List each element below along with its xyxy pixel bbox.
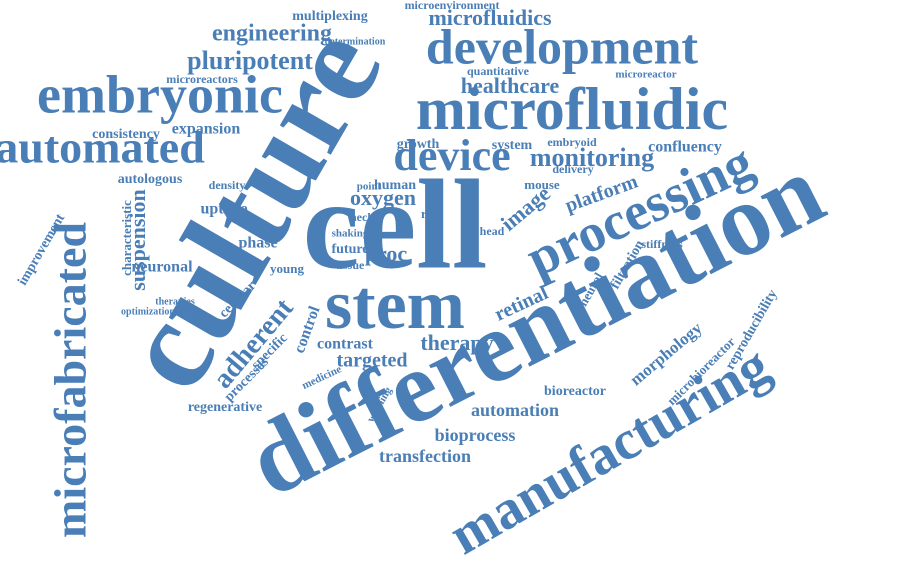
word: head xyxy=(480,224,505,238)
word: neuronal xyxy=(131,259,193,276)
word: density xyxy=(209,178,246,192)
word: autologous xyxy=(118,172,183,187)
word: consistency xyxy=(92,127,160,142)
word: characteristic xyxy=(119,200,134,276)
word: targeted xyxy=(336,350,407,372)
word: embryoid xyxy=(547,135,597,149)
word: microfabricated xyxy=(45,222,96,538)
word: stem xyxy=(325,267,465,344)
word: uptake xyxy=(200,201,247,218)
word: regenerative xyxy=(188,400,262,415)
word: monitoring xyxy=(530,143,654,172)
word: therapies xyxy=(155,296,195,307)
word: determination xyxy=(325,36,386,47)
word: transfection xyxy=(379,446,471,466)
word: growth xyxy=(397,137,440,152)
word: engineering xyxy=(212,21,332,47)
word: bioreactor xyxy=(544,384,606,399)
word: embryonic xyxy=(37,64,283,124)
word: point xyxy=(357,181,382,193)
word: young xyxy=(270,261,304,276)
word: proc xyxy=(365,241,408,266)
word: expansion xyxy=(172,121,241,138)
word: microfluidic xyxy=(416,76,728,142)
word: contrast xyxy=(317,336,374,353)
word: automated xyxy=(0,122,205,173)
word: rate xyxy=(421,206,444,221)
word: cell xyxy=(303,153,488,295)
word: system xyxy=(492,138,533,153)
word: delivery xyxy=(552,162,593,176)
word: microfluidics xyxy=(428,5,551,30)
word: microreactors xyxy=(166,72,238,86)
word: human xyxy=(374,178,416,193)
word: multiplexing xyxy=(292,9,367,24)
word: development xyxy=(426,18,699,74)
word: oxygen xyxy=(350,185,416,210)
word: suspension xyxy=(125,189,150,291)
word: quantitative xyxy=(467,64,530,78)
word: future xyxy=(331,242,368,257)
word: mouse xyxy=(524,177,560,192)
word: automation xyxy=(471,400,559,420)
word: therapy xyxy=(420,330,493,355)
word: stiffness xyxy=(641,237,683,251)
word: confluency xyxy=(648,139,722,156)
word: microenvironment xyxy=(405,0,500,12)
word: device xyxy=(393,131,510,180)
word: microreactor xyxy=(615,69,676,81)
word: pluripotent xyxy=(187,46,313,75)
word: optimization xyxy=(121,306,175,317)
word: tissue xyxy=(336,258,365,272)
word: healthcare xyxy=(461,73,560,98)
word: phase xyxy=(238,235,277,252)
word: neck xyxy=(350,210,374,224)
word: shaking xyxy=(332,228,369,240)
word: bioprocess xyxy=(435,425,516,445)
